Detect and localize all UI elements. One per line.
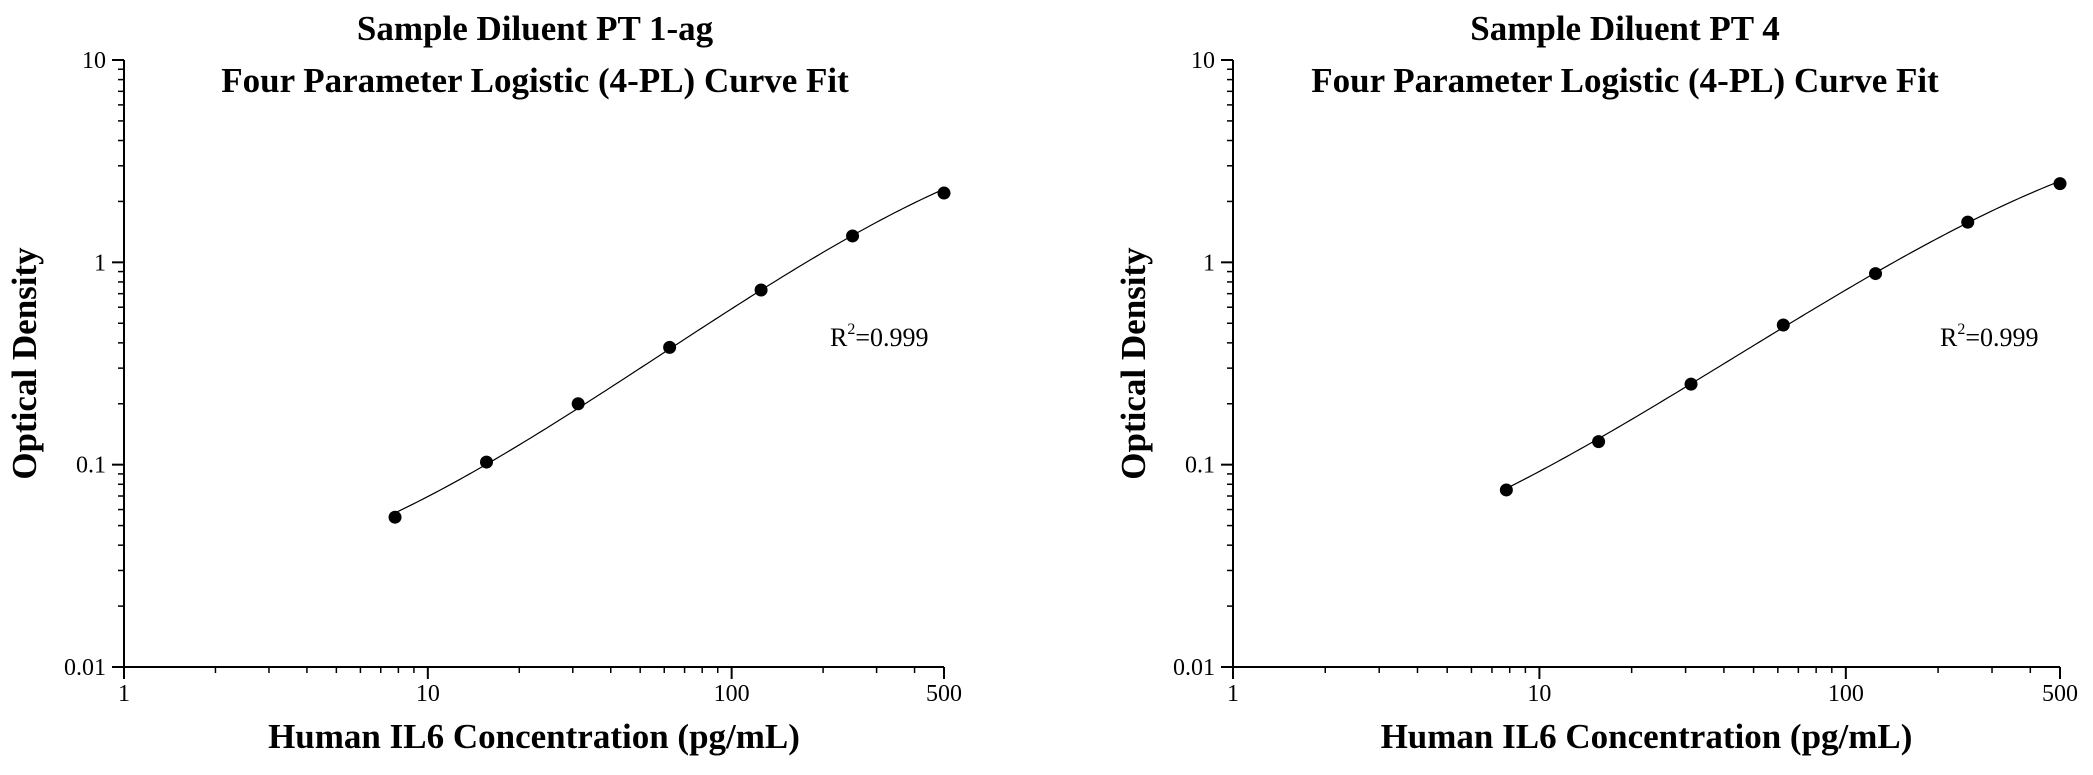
data-point <box>754 283 768 297</box>
data-point <box>937 186 951 200</box>
y-tick-label: 0.1 <box>76 453 106 479</box>
chart-right: Sample Diluent PT 4 Four Parameter Logist… <box>1114 9 2078 756</box>
x-tick-label: 1 <box>118 681 130 707</box>
data-point <box>846 229 860 243</box>
data-point <box>663 340 677 354</box>
y-tick-label: 0.1 <box>1185 453 1215 479</box>
chart-left: Sample Diluent PT 1-ag Four Parameter Log… <box>5 9 962 756</box>
r-squared-annotation: R2=0.999 <box>830 321 929 352</box>
r-squared-annotation: R2=0.999 <box>1940 321 2039 352</box>
x-tick-label: 100 <box>714 681 750 707</box>
y-axis-label: Optical Density <box>1114 247 1153 480</box>
x-tick-label: 10 <box>416 681 440 707</box>
x-tick-label: 1 <box>1227 681 1239 707</box>
x-axis-label: Human IL6 Concentration (pg/mL) <box>268 717 800 756</box>
y-tick-label: 0.01 <box>64 655 106 681</box>
x-tick-label: 500 <box>2042 681 2078 707</box>
data-point <box>2053 177 2067 191</box>
data-point <box>1592 435 1606 449</box>
chart-title-line-1: Sample Diluent PT 4 <box>1470 9 1780 48</box>
y-tick-label: 1 <box>1203 250 1215 276</box>
chart-title-line-2: Four Parameter Logistic (4-PL) Curve Fit <box>221 61 849 100</box>
data-point <box>571 397 585 411</box>
x-tick-label: 10 <box>1527 681 1551 707</box>
y-tick-label: 10 <box>1191 48 1215 74</box>
y-tick-label: 0.01 <box>1173 655 1215 681</box>
y-tick-label: 1 <box>94 250 106 276</box>
data-point <box>1499 483 1513 497</box>
data-point <box>479 455 493 469</box>
data-point <box>388 510 402 524</box>
x-axis-label: Human IL6 Concentration (pg/mL) <box>1381 717 1913 756</box>
x-tick-label: 100 <box>1828 681 1864 707</box>
chart-title-line-1: Sample Diluent PT 1-ag <box>357 9 714 48</box>
y-axis-label: Optical Density <box>5 247 44 480</box>
data-point <box>1869 267 1883 281</box>
data-point <box>1961 215 1975 229</box>
x-tick-label: 500 <box>926 681 962 707</box>
data-point <box>1684 377 1698 391</box>
data-point <box>1776 318 1790 332</box>
chart-title-line-2: Four Parameter Logistic (4-PL) Curve Fit <box>1311 61 1939 100</box>
y-tick-label: 10 <box>82 48 106 74</box>
